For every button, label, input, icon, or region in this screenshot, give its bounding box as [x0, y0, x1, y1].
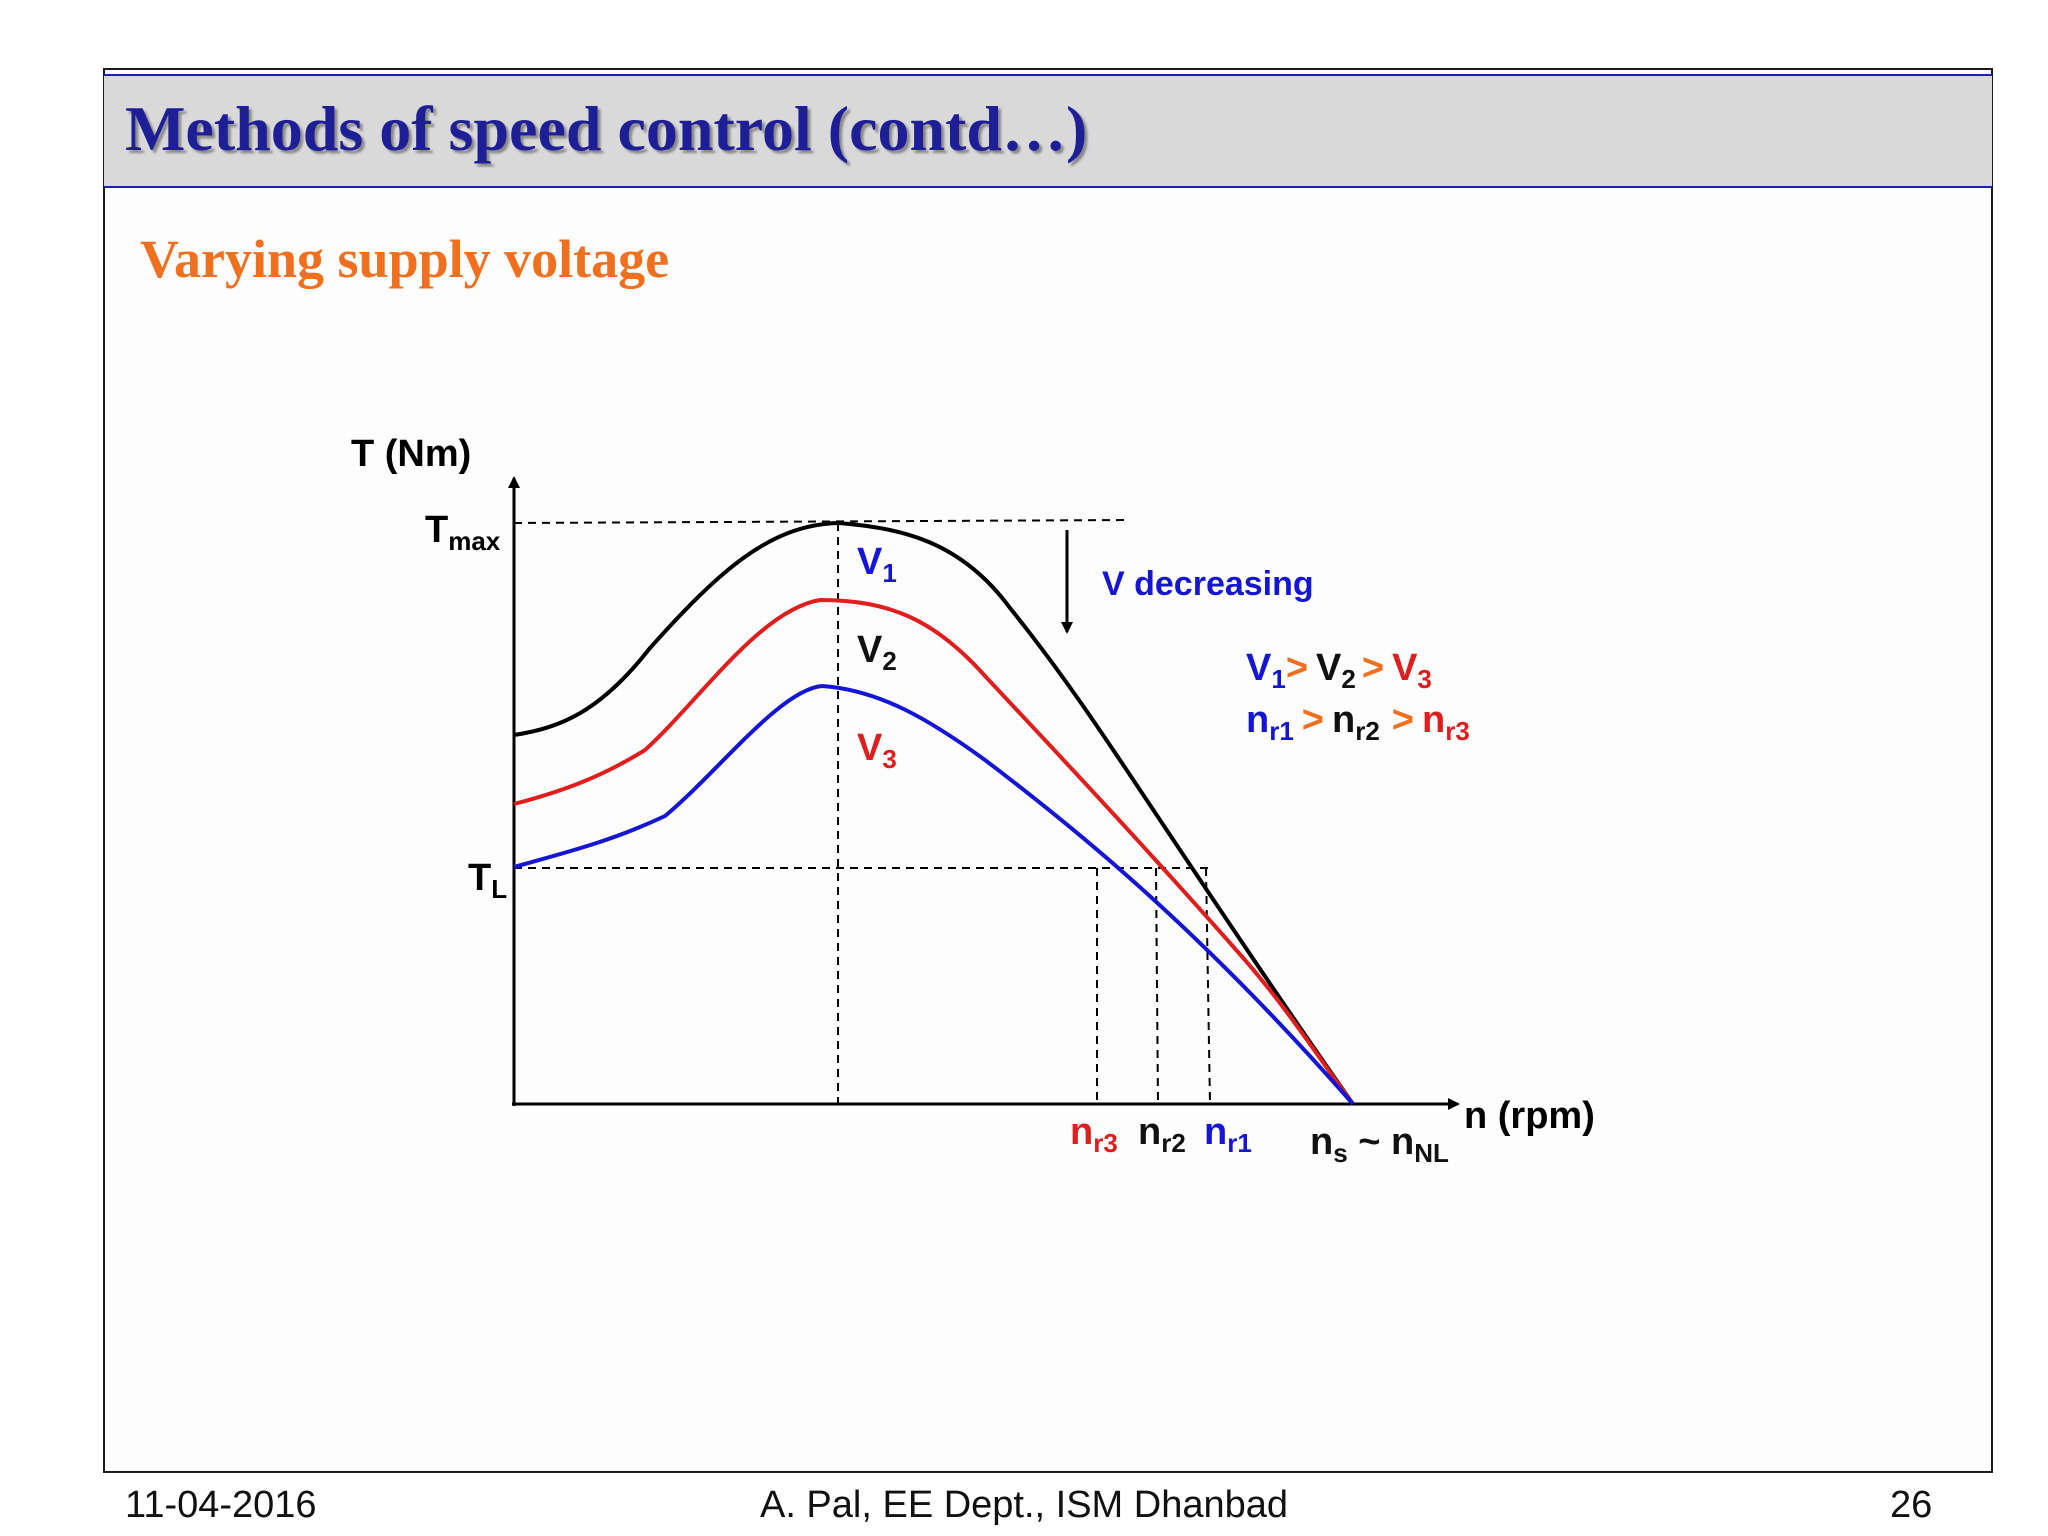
curve-label-v2: V2: [857, 629, 897, 676]
tmax-guide: [513, 519, 1131, 524]
speed-label-nr1: nr1: [1204, 1111, 1252, 1158]
sync-speed-label: ns ~ nNL: [1310, 1121, 1449, 1168]
guide-lines: [513, 519, 1211, 1105]
slide-frame: [103, 68, 1993, 1473]
title-bar: [104, 74, 1992, 188]
slide-subtitle: Varying supply voltage: [140, 229, 670, 289]
curve-v2: [513, 597, 1355, 1106]
slide-title: Methods of speed control (contd…): [125, 93, 1088, 164]
footer-author: A. Pal, EE Dept., ISM Dhanbad: [759, 1484, 1289, 1526]
tl-label: TL: [468, 857, 507, 904]
tmax-label: Tmax: [425, 509, 501, 556]
voltage-relation: V1> V2 > V3: [1246, 647, 1432, 694]
curve-v3: [513, 683, 1355, 1106]
curve-v1: [513, 520, 1355, 1106]
x-axis-label: n (rpm): [1464, 1095, 1595, 1137]
v-decreasing-label: V decreasing: [1102, 565, 1314, 603]
footer-page-number: 26: [1890, 1484, 1933, 1526]
nr2-guide: [1155, 867, 1159, 1105]
speed-label-nr3: nr3: [1070, 1111, 1118, 1158]
speed-label-nr2: nr2: [1138, 1111, 1186, 1158]
footer-date: 11-04-2016: [125, 1484, 317, 1526]
curve-label-v1: V1: [857, 541, 897, 588]
speed-relation: nr1 > nr2 > nr3: [1246, 699, 1470, 746]
nr1-guide: [1205, 867, 1211, 1105]
curve-label-v3: V3: [857, 727, 897, 774]
y-axis-label: T (Nm): [351, 433, 471, 475]
